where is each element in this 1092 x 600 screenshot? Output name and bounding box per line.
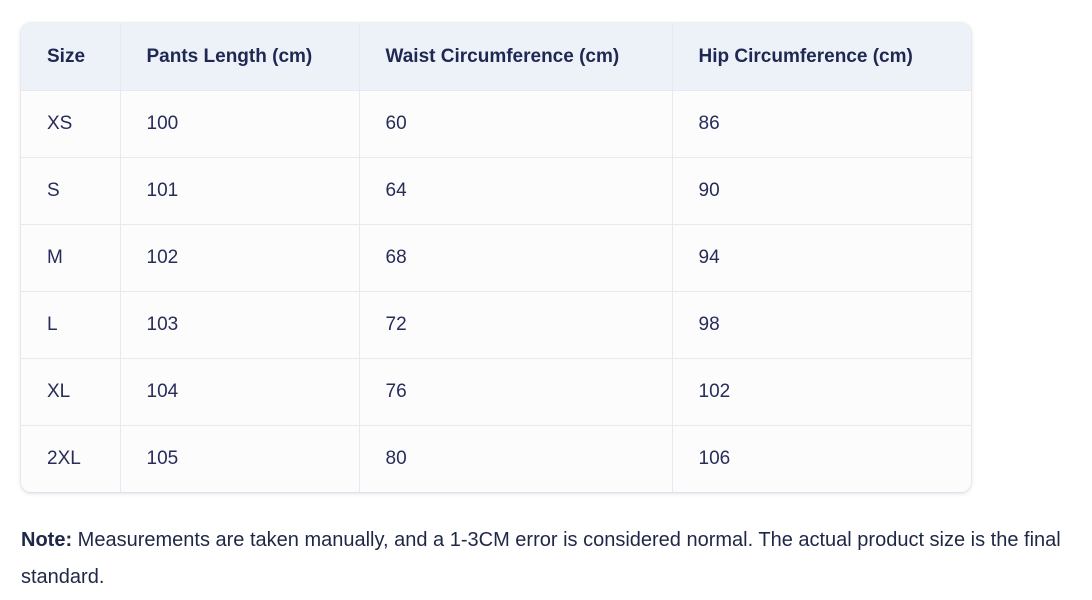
table-cell: 94	[671, 224, 971, 292]
table-cell: 68	[358, 224, 672, 292]
table-header-row: Size Pants Length (cm) Waist Circumference…	[21, 23, 971, 91]
measurement-note: Note: Measurements are taken manually, a…	[21, 522, 1079, 596]
table-cell: S	[21, 157, 120, 225]
table-cell: 64	[358, 157, 672, 225]
table-body: XS 100 60 86 S 101 64 90 M 102 68 94 L 103 72 98 XL 104 76…	[21, 90, 971, 492]
table-row: XS 100 60 86	[21, 90, 971, 158]
table-cell: 101	[119, 157, 359, 225]
table-cell: XS	[21, 90, 120, 158]
table-row: M 102 68 94	[21, 224, 971, 292]
size-chart-table: Size Pants Length (cm) Waist Circumference…	[21, 23, 971, 492]
size-chart-card: Size Pants Length (cm) Waist Circumference…	[21, 23, 971, 492]
table-row: 2XL 105 80 106	[21, 425, 971, 492]
table-cell: 102	[671, 358, 971, 426]
table-row: S 101 64 90	[21, 157, 971, 225]
table-cell: 72	[358, 291, 672, 359]
table-row: L 103 72 98	[21, 291, 971, 359]
table-cell: 100	[119, 90, 359, 158]
column-header: Hip Circumference (cm)	[671, 23, 971, 91]
table-cell: 90	[671, 157, 971, 225]
table-cell: L	[21, 291, 120, 359]
table-row: XL 104 76 102	[21, 358, 971, 426]
table-cell: 102	[119, 224, 359, 292]
table-cell: 2XL	[21, 425, 120, 492]
column-header: Waist Circumference (cm)	[358, 23, 672, 91]
table-cell: 106	[671, 425, 971, 492]
table-cell: 60	[358, 90, 672, 158]
table-cell: 80	[358, 425, 672, 492]
table-cell: 105	[119, 425, 359, 492]
table-cell: 104	[119, 358, 359, 426]
table-cell: 98	[671, 291, 971, 359]
table-cell: 86	[671, 90, 971, 158]
table-cell: M	[21, 224, 120, 292]
column-header: Pants Length (cm)	[119, 23, 359, 91]
table-cell: 103	[119, 291, 359, 359]
table-cell: XL	[21, 358, 120, 426]
note-label: Note:	[21, 529, 73, 551]
note-text: Measurements are taken manually, and a 1…	[21, 529, 1061, 588]
table-cell: 76	[358, 358, 672, 426]
column-header: Size	[21, 23, 120, 91]
